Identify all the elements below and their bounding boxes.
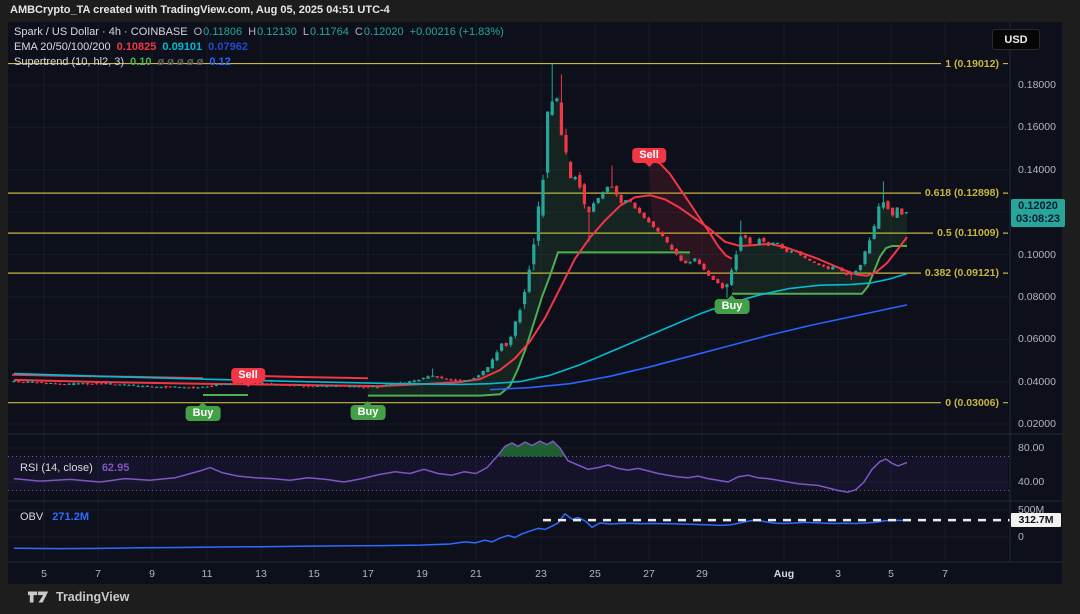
tradingview-logo-icon: [28, 591, 49, 603]
bottom-bar: TradingView: [0, 584, 1080, 614]
obv-value: 271.2M: [52, 511, 89, 523]
attribution-bar: AMBCrypto_TA created with TradingView.co…: [0, 0, 1080, 22]
price-change: +0.00216 (+1.83%): [409, 26, 504, 38]
supertrend-values: 0.10 ø ø ø ø ø 0.12: [124, 56, 231, 68]
supertrend-value: ø ø ø ø ø: [157, 56, 204, 68]
obv-pane-label[interactable]: OBV 271.2M: [20, 511, 89, 523]
attribution-text: AMBCrypto_TA created with TradingView.co…: [10, 4, 390, 16]
supertrend-label: Supertrend (10, hl2, 3): [14, 56, 125, 68]
chart-canvas: [8, 22, 1062, 563]
legend-symbol-row[interactable]: Spark / US Dollar · 4h · COINBASE O0.1180…: [14, 25, 504, 40]
ohlc-key: C: [354, 26, 363, 38]
ohlc-value: 0.11764: [309, 26, 349, 38]
ohlc-key: L: [302, 26, 309, 38]
legend-ema-row[interactable]: EMA 20/50/100/200 0.10825 0.09101 0.07962: [14, 40, 504, 55]
ema-values: 0.10825 0.09101 0.07962: [111, 41, 248, 53]
rsi-pane-label[interactable]: RSI (14, close) 62.95: [20, 462, 129, 474]
rsi-label: RSI (14, close): [20, 462, 93, 474]
currency-toggle-button[interactable]: USD: [992, 29, 1040, 50]
legend-supertrend-row[interactable]: Supertrend (10, hl2, 3) 0.10 ø ø ø ø ø 0.12: [14, 55, 504, 70]
symbol-title: Spark / US Dollar · 4h · COINBASE: [14, 26, 188, 38]
ohlc-value: 0.12020: [363, 26, 404, 38]
ema-value: 0.07962: [208, 41, 248, 53]
rsi-value: 62.95: [101, 462, 130, 474]
obv-label: OBV: [20, 511, 44, 523]
ema-value: 0.09101: [162, 41, 203, 53]
ema-label: EMA 20/50/100/200: [14, 41, 111, 53]
legend: Spark / US Dollar · 4h · COINBASE O0.1180…: [14, 25, 504, 70]
ohlc-values: O0.11806 H0.12130 L0.11764 C0.12020: [188, 26, 404, 38]
supertrend-value: 0.12: [209, 56, 231, 68]
tradingview-logo[interactable]: TradingView: [28, 590, 129, 604]
chart-area[interactable]: Spark / US Dollar · 4h · COINBASE O0.1180…: [8, 22, 1065, 584]
tradingview-logo-text: TradingView: [56, 590, 130, 604]
ema-value: 0.10825: [116, 41, 157, 53]
ohlc-value: 0.11806: [203, 26, 243, 38]
ohlc-value: 0.12130: [257, 26, 297, 38]
supertrend-value: 0.10: [130, 56, 152, 68]
ohlc-key: H: [248, 26, 257, 38]
ohlc-key: O: [193, 26, 203, 38]
